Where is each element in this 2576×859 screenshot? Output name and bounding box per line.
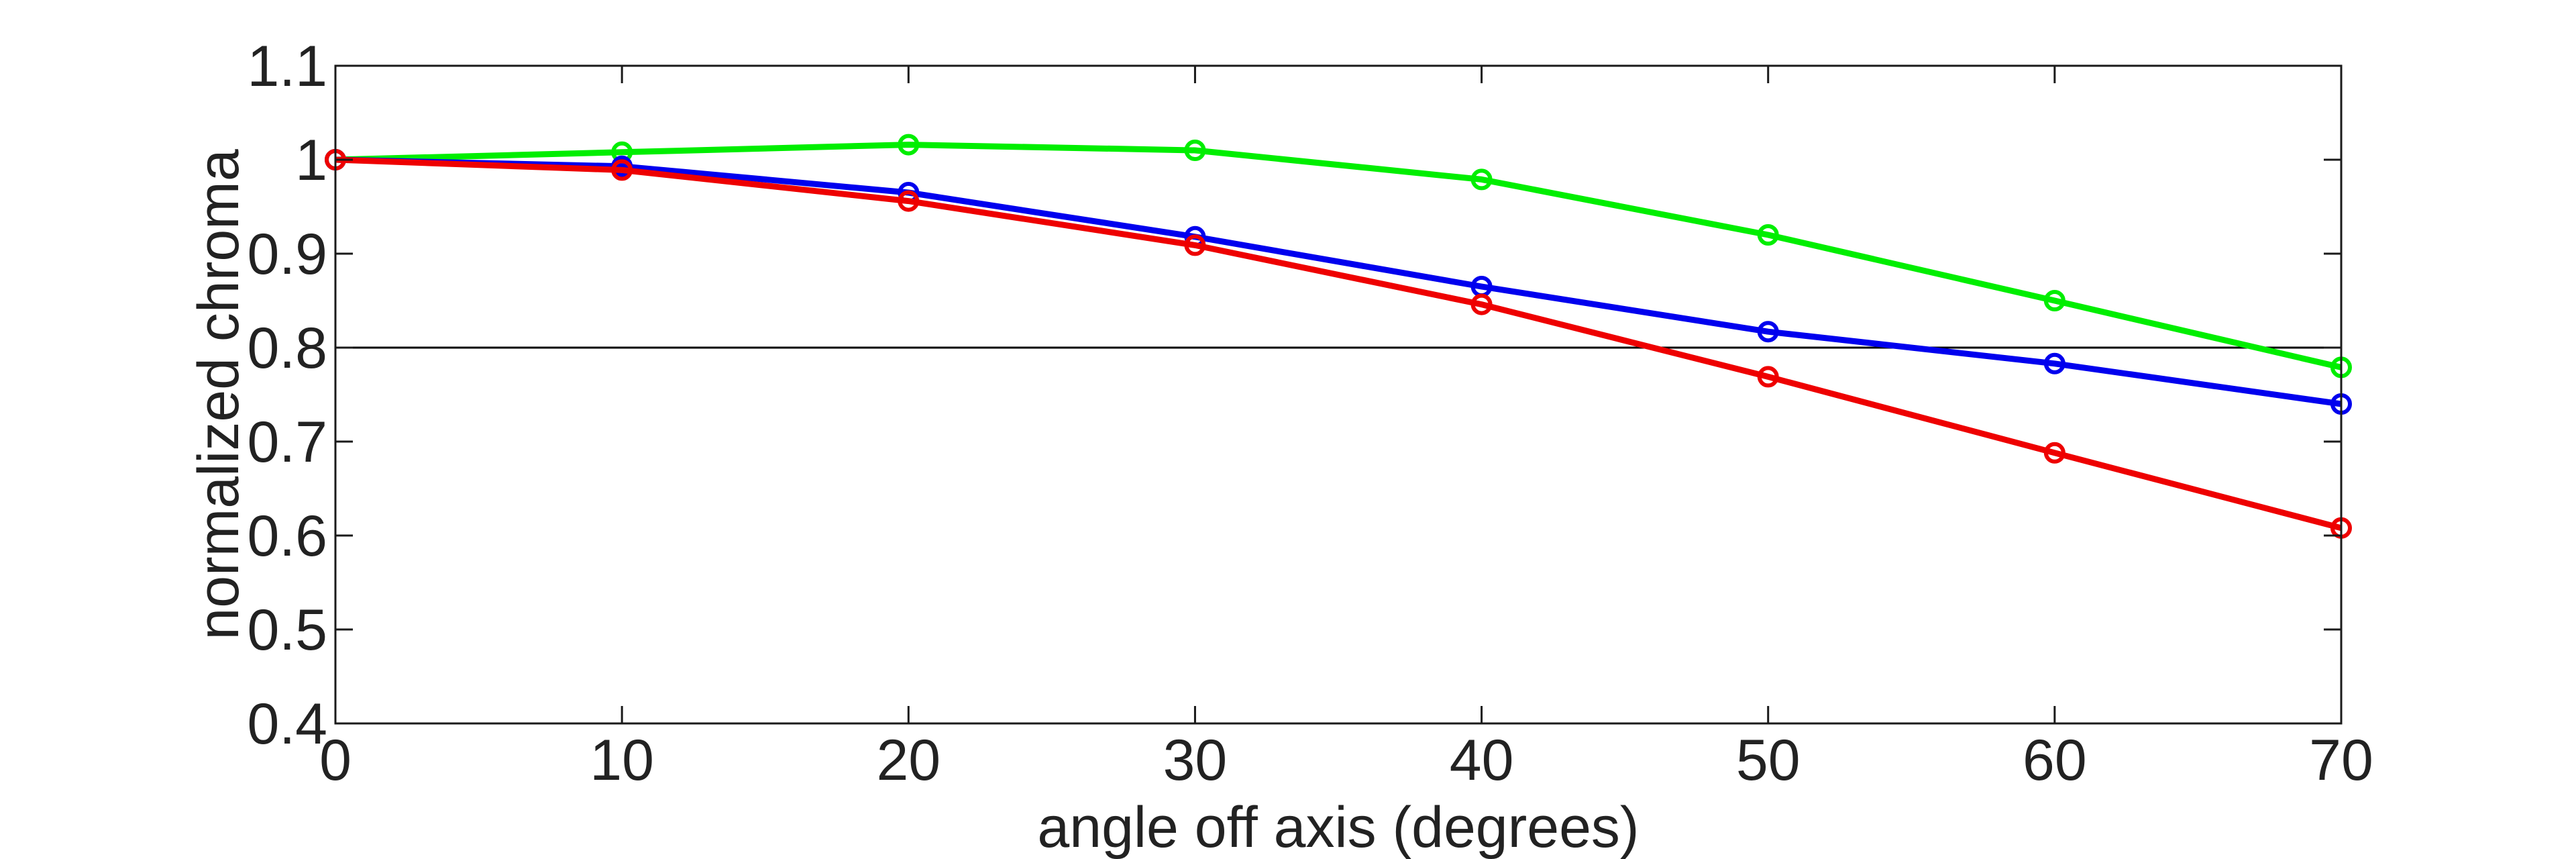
data-point bbox=[898, 134, 920, 156]
data-point bbox=[1470, 168, 1493, 191]
y-tick-label: 0.9 bbox=[247, 222, 327, 287]
y-tick-label: 1 bbox=[295, 128, 327, 193]
series-line bbox=[335, 142, 2343, 370]
series-1 bbox=[325, 149, 2352, 415]
series-layer bbox=[325, 134, 2352, 539]
data-point bbox=[611, 159, 633, 181]
x-tick-label: 40 bbox=[1450, 728, 1514, 793]
x-tick-label: 30 bbox=[1163, 728, 1228, 793]
data-point bbox=[2043, 290, 2065, 311]
x-tick-label: 0 bbox=[319, 728, 352, 793]
y-axis-label: normalized chroma bbox=[186, 149, 251, 640]
x-tick-label: 10 bbox=[590, 728, 654, 793]
data-point bbox=[898, 190, 920, 212]
x-tick-label: 20 bbox=[876, 728, 941, 793]
x-tick-label: 60 bbox=[2023, 728, 2087, 793]
y-tick-label: 0.4 bbox=[247, 692, 327, 756]
data-point bbox=[1757, 366, 1779, 388]
x-tick-label: 70 bbox=[2309, 728, 2373, 793]
x-tick-label: 50 bbox=[1736, 728, 1801, 793]
data-point bbox=[1184, 234, 1206, 256]
x-axis-label: angle off axis (degrees) bbox=[1037, 795, 1639, 859]
y-tick-label: 0.7 bbox=[247, 410, 327, 474]
y-tick-label: 0.8 bbox=[247, 316, 327, 381]
data-point bbox=[2043, 352, 2065, 374]
plot-frame bbox=[334, 64, 2343, 725]
series-line bbox=[335, 156, 2342, 407]
ticks-layer: 0 10 20 30 40 50 60 70 0.4 0.5 0.6 0.7 0.8 0.9 1 1.1 bbox=[247, 34, 2373, 793]
series-line bbox=[335, 156, 2343, 532]
data-point bbox=[2043, 442, 2065, 464]
data-point bbox=[1470, 293, 1493, 315]
data-point bbox=[1184, 140, 1206, 161]
data-point bbox=[1757, 321, 1779, 343]
series-2 bbox=[325, 149, 2352, 539]
y-tick-label: 0.5 bbox=[247, 598, 327, 662]
y-tick-label: 0.6 bbox=[247, 504, 327, 568]
data-point bbox=[1757, 224, 1779, 246]
y-tick-label: 1.1 bbox=[247, 34, 327, 99]
